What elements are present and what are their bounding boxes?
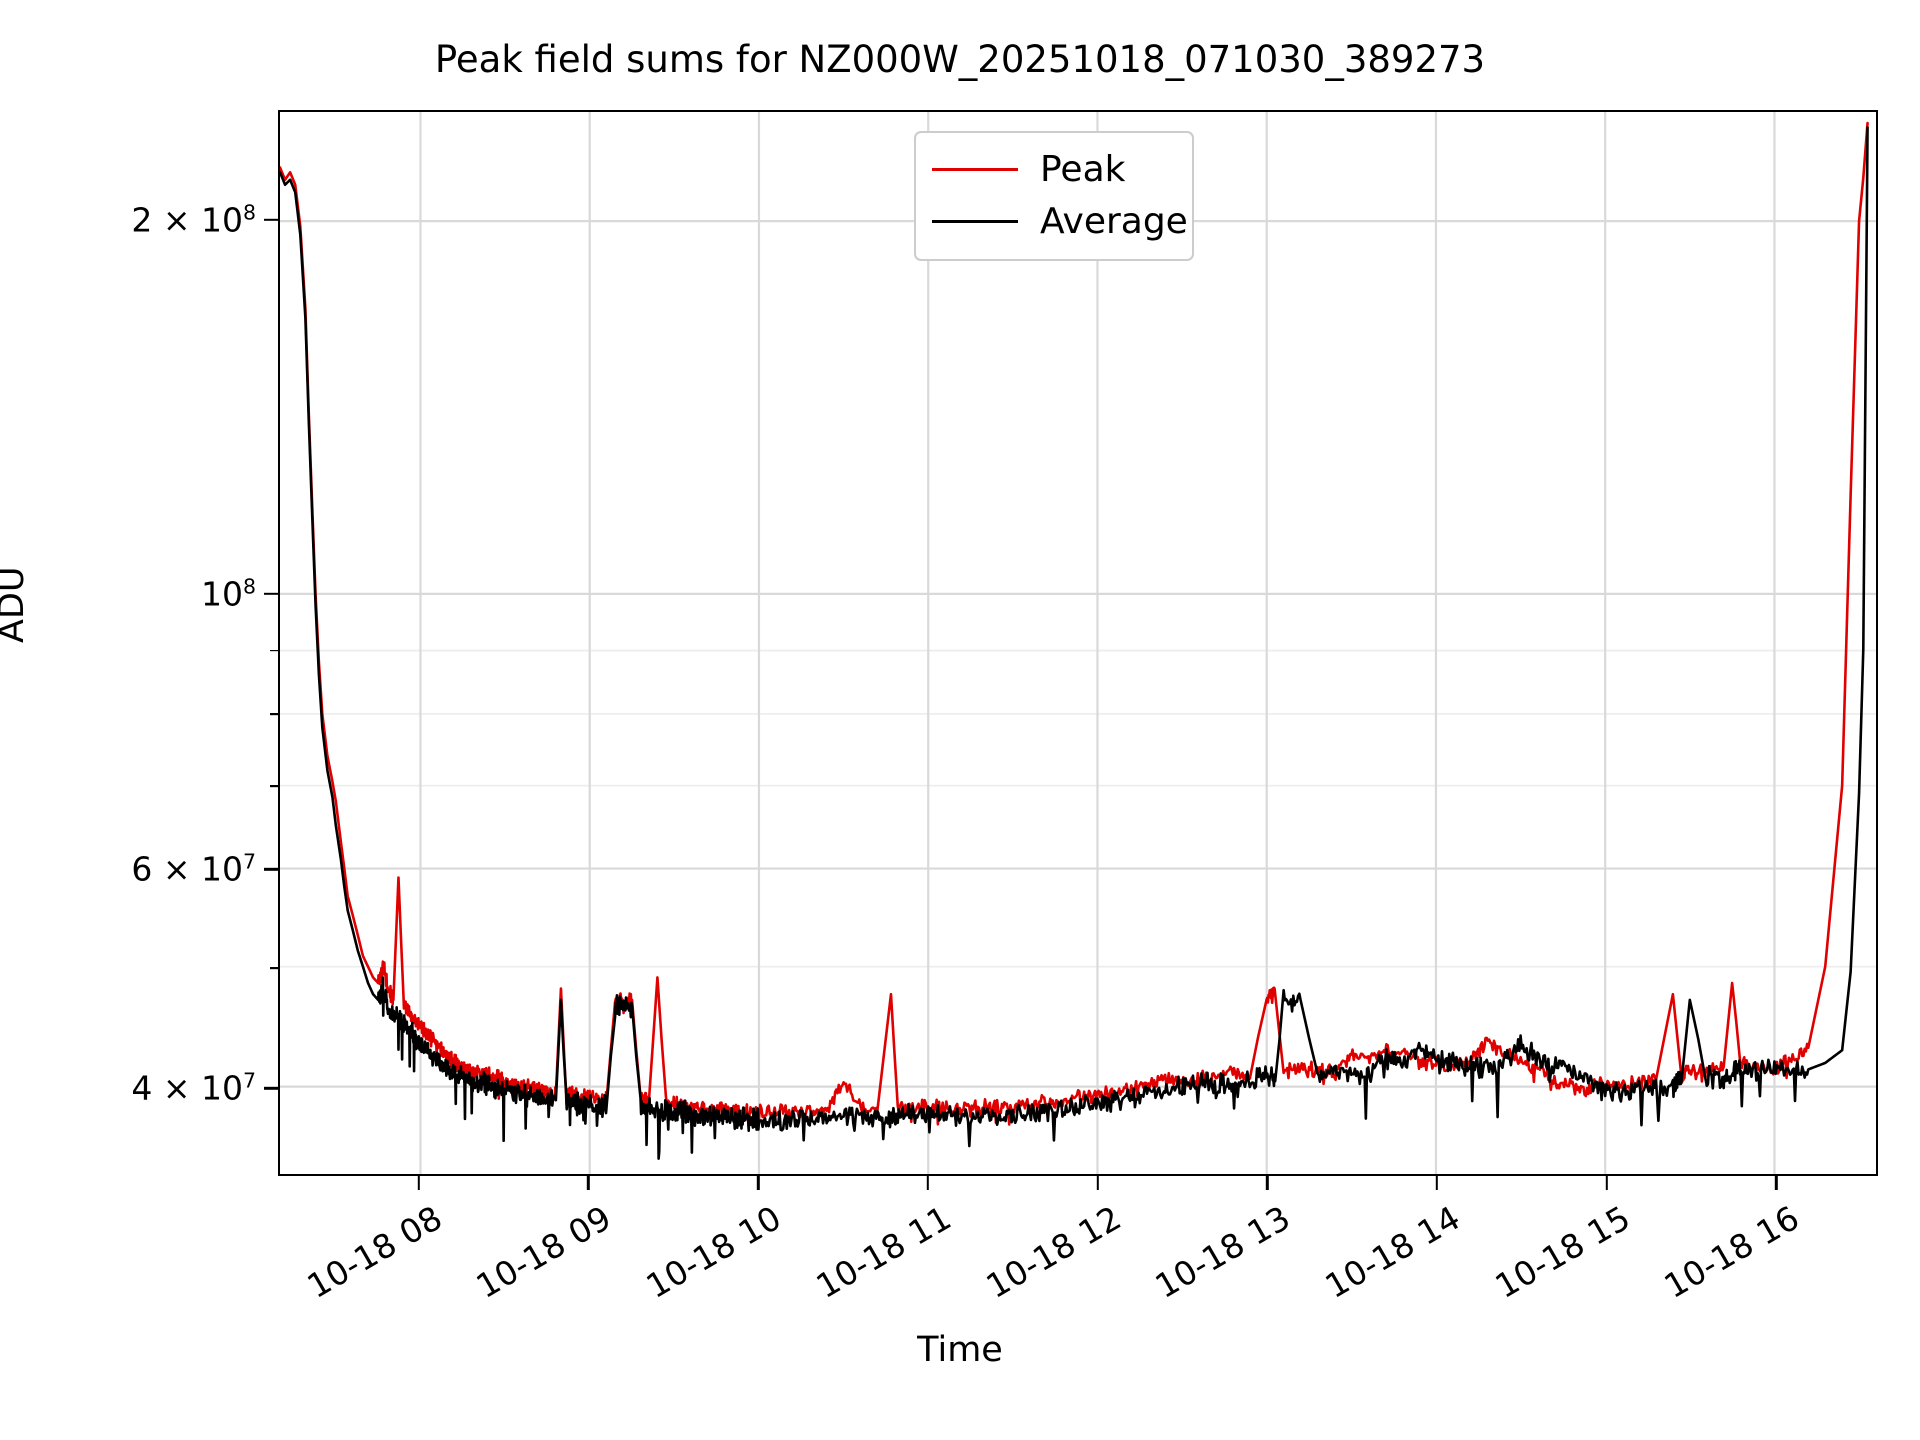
data-series-group (280, 123, 1868, 1158)
minor-gridlines (280, 220, 1876, 1088)
x-tick-label: 10-18 12 (979, 1198, 1127, 1306)
legend-label-average: Average (1040, 200, 1188, 242)
y-tick-label: 108 (200, 574, 256, 614)
y-axis-title: ADU (0, 566, 32, 643)
x-tick-label: 10-18 15 (1488, 1198, 1637, 1306)
x-tick-label: 10-18 11 (809, 1198, 958, 1306)
series-line-peak (280, 123, 1868, 1124)
x-tick-label: 10-18 13 (1148, 1198, 1297, 1306)
y-tick-major (264, 592, 278, 595)
x-tick (1605, 1176, 1608, 1190)
x-tick-label: 10-18 09 (469, 1198, 618, 1306)
x-tick (926, 1176, 930, 1190)
legend-label-peak: Peak (1040, 148, 1126, 190)
y-tick-major (264, 218, 278, 221)
plot-area (278, 110, 1878, 1176)
x-tick (587, 1176, 590, 1190)
y-tick-minor (270, 785, 278, 788)
y-tick-label: 6 × 107 (131, 849, 256, 889)
legend: Peak Average (914, 131, 1194, 261)
x-tick (1096, 1176, 1099, 1190)
y-tick-label: 4 × 107 (131, 1068, 256, 1108)
x-tick (756, 1176, 760, 1190)
x-tick-label: 10-18 16 (1657, 1198, 1806, 1306)
legend-item-average: Average (932, 195, 1188, 247)
x-axis-title: Time (917, 1330, 1003, 1370)
x-tick-label: 10-18 10 (639, 1198, 788, 1306)
y-tick-major (264, 1087, 278, 1090)
x-tick (1265, 1176, 1269, 1190)
plot-svg (280, 112, 1876, 1174)
x-tick-label: 10-18 14 (1318, 1198, 1467, 1306)
major-gridlines (280, 112, 1876, 1174)
series-line-average (280, 128, 1868, 1159)
x-tick (1774, 1176, 1778, 1190)
x-tick (417, 1176, 421, 1190)
y-tick-minor (270, 713, 278, 716)
y-tick-major (264, 868, 278, 871)
y-tick-minor (270, 649, 278, 652)
legend-item-peak: Peak (932, 143, 1176, 195)
y-tick-label: 2 × 108 (131, 200, 256, 240)
y-tick-minor (270, 966, 278, 969)
legend-swatch-peak (932, 167, 1018, 171)
x-tick-label: 10-18 08 (300, 1198, 449, 1306)
legend-swatch-average (932, 219, 1018, 223)
chart-title: Peak field sums for NZ000W_20251018_0710… (434, 38, 1486, 81)
x-tick (1435, 1176, 1439, 1190)
